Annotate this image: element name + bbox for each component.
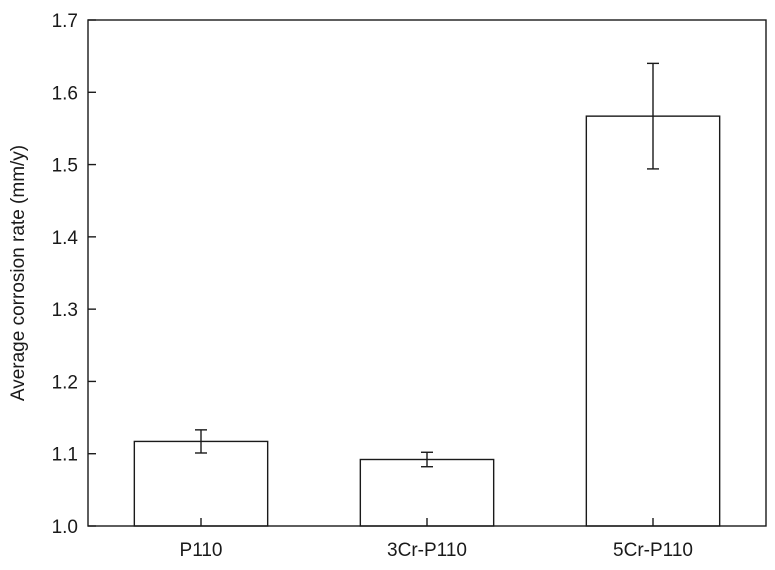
x-tick-label: 3Cr-P110 (387, 540, 467, 561)
x-axis: P110 3Cr-P110 5Cr-P110 (180, 518, 693, 561)
y-tick-label: 1.0 (52, 517, 78, 538)
y-tick-label: 1.2 (52, 372, 78, 393)
y-axis: 1.0 1.1 1.2 1.3 1.4 1.5 1.6 1.7 (52, 11, 96, 538)
y-tick-label: 1.1 (52, 445, 78, 466)
y-tick-label: 1.6 (52, 83, 78, 104)
y-tick-label: 1.4 (52, 228, 79, 249)
error-bars-layer (195, 62, 659, 468)
bar-1 (133, 440, 269, 527)
x-tick-label: P110 (180, 540, 223, 561)
y-tick-label: 1.3 (52, 300, 78, 321)
y-axis-title: Average corrosion rate (mm/y) (8, 145, 29, 401)
bar-2 (359, 458, 495, 527)
y-tick-label: 1.7 (52, 11, 78, 32)
x-tick-label: 5Cr-P110 (613, 540, 693, 561)
y-tick-label: 1.5 (52, 156, 78, 177)
bar-3 (585, 115, 721, 527)
